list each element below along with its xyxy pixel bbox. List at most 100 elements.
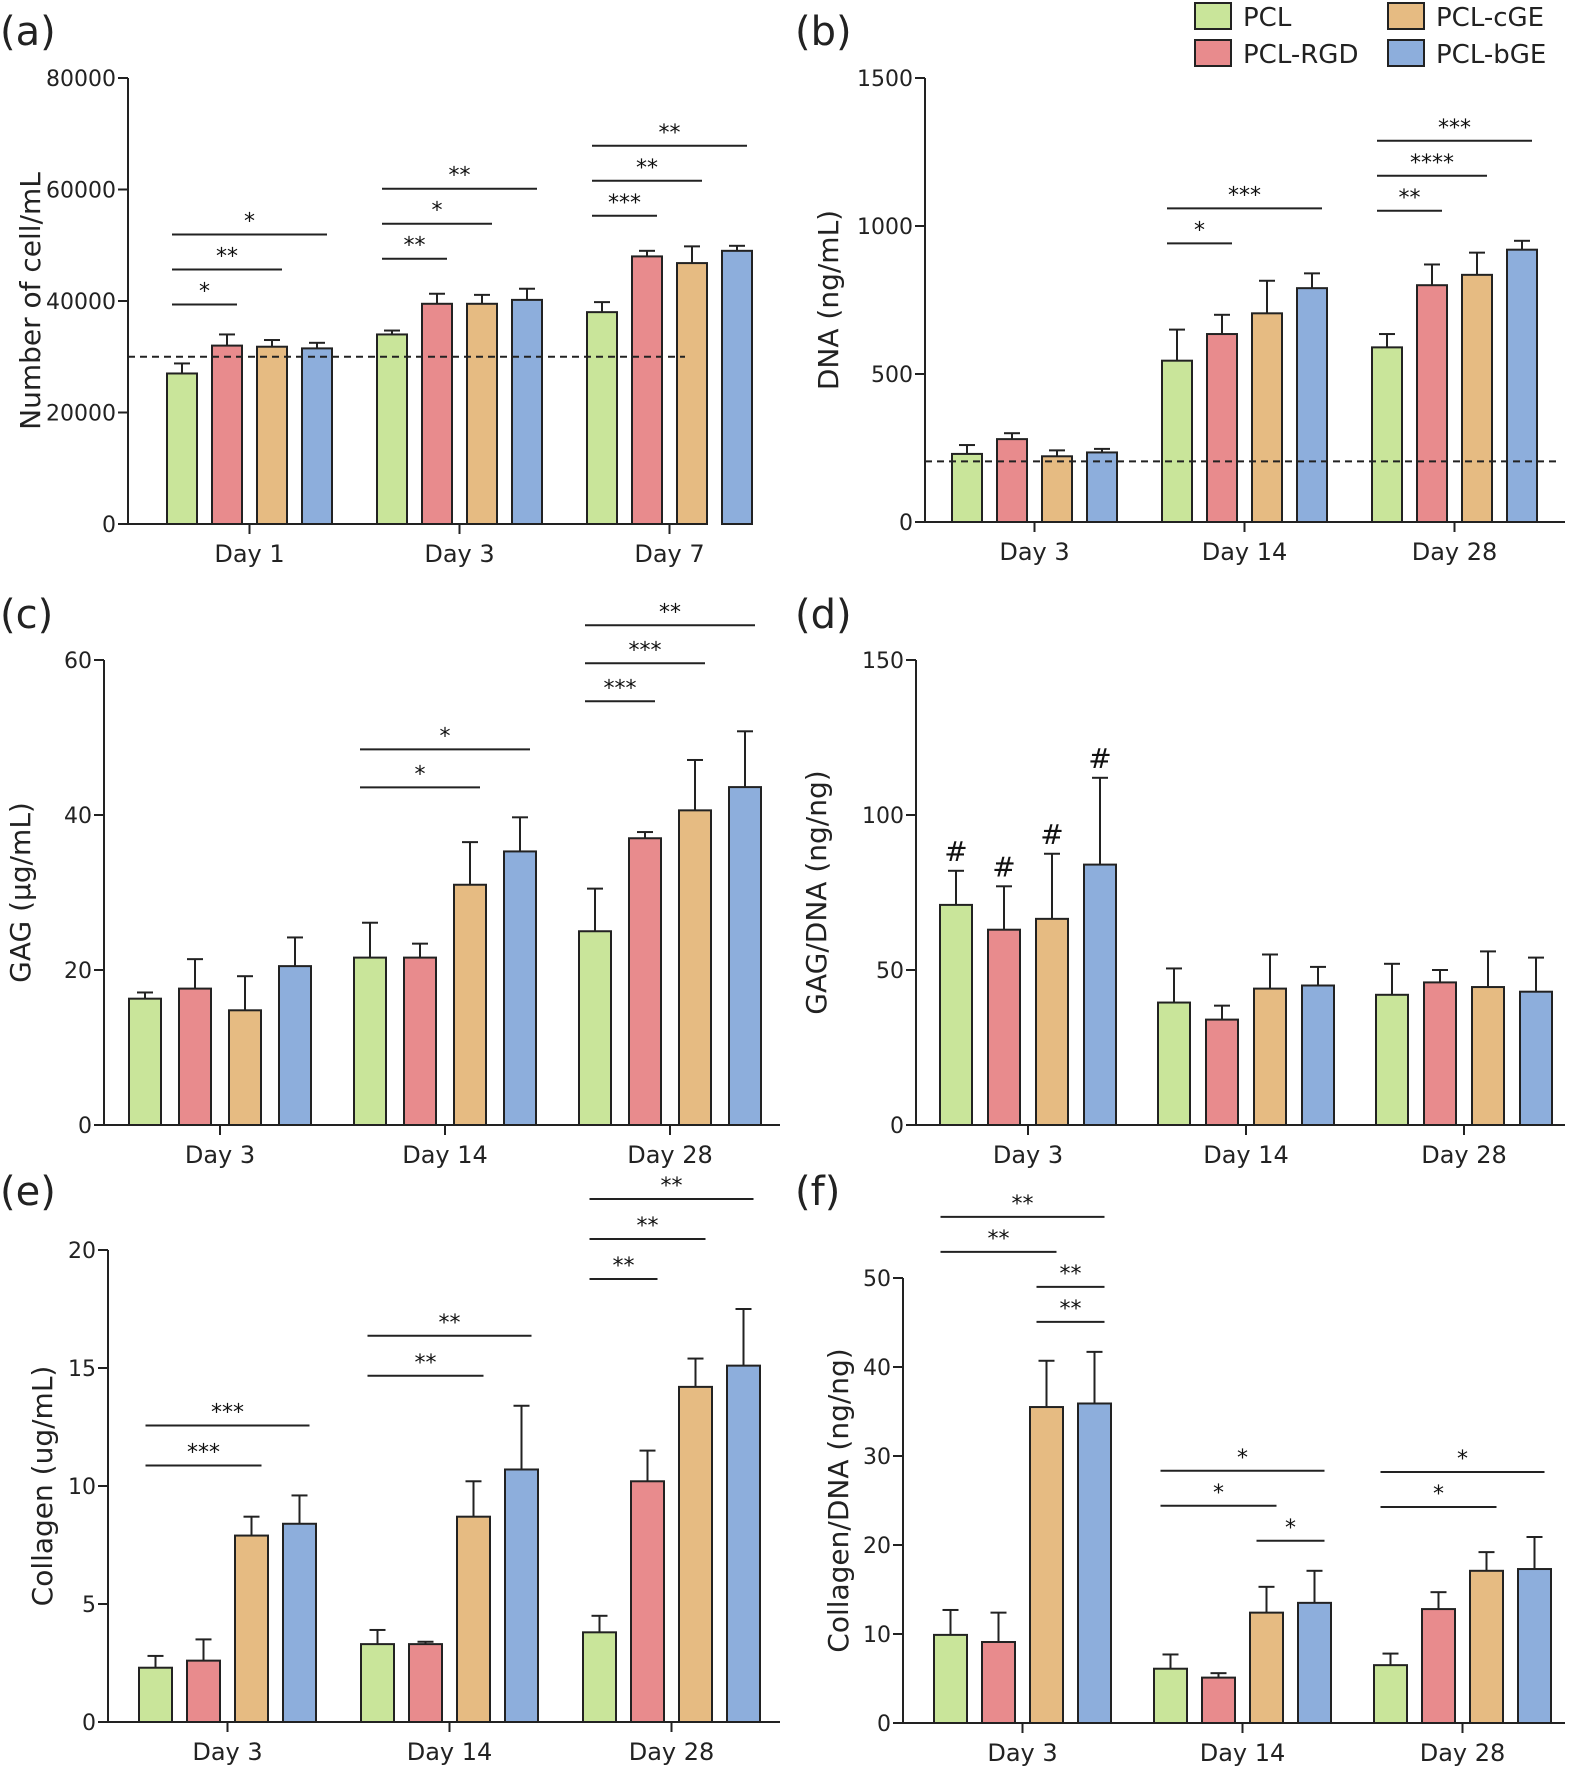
significance-label: **: [449, 164, 471, 189]
legend-swatch-pcl-rgd: [1194, 39, 1232, 67]
bar-pcl-day-3: [128, 997, 162, 1126]
significance-label: **: [659, 121, 681, 146]
legend-label: PCL-bGE: [1436, 40, 1546, 70]
bar-pcl-day-3: [138, 1666, 173, 1723]
y-tick-label: 500: [871, 363, 913, 388]
bar-pcl-bge-day-28: [1506, 248, 1538, 523]
y-tick-label: 100: [862, 804, 904, 829]
bar-pcl-day-3: [376, 333, 408, 526]
chart-panel-d: (d) 0 50 100 150 GAG/DNA (ng/ng) Day 3 Day 14 Da…: [795, 592, 1565, 1169]
bar-pcl-bge-day-28: [1517, 1568, 1552, 1725]
bar-pcl-cge-day-3: [228, 1009, 262, 1126]
x-tick-label: Day 14: [402, 1141, 488, 1169]
bar-pcl-day-14: [353, 956, 387, 1126]
bar-pcl-rgd-day-3: [421, 302, 453, 525]
panel-label: (a): [0, 9, 56, 55]
x-tick-label: Day 14: [1202, 538, 1288, 566]
significance-label: **: [404, 234, 426, 259]
bar-pcl-rgd-day-3: [996, 438, 1028, 523]
bar-pcl-bge-day-3: [1077, 1402, 1112, 1724]
y-tick-label: 30: [863, 1445, 891, 1470]
significance-label: *: [1433, 1482, 1444, 1507]
y-axis-title: GAG (µg/mL): [4, 802, 37, 983]
y-tick-label: 50: [863, 1267, 891, 1292]
bar-pcl-cge-day-28: [1471, 986, 1505, 1126]
legend-label: PCL-RGD: [1243, 40, 1358, 70]
panel-label: (d): [795, 592, 852, 638]
y-tick-label: 50: [876, 959, 904, 984]
significance-label: **: [659, 600, 681, 625]
y-tick-label: 60000: [46, 179, 116, 204]
bar-pcl-rgd-day-7: [631, 255, 663, 525]
significance-label: ***: [211, 1400, 244, 1425]
x-tick-label: Day 28: [1421, 1141, 1507, 1169]
y-axis-title: Collagen (ug/mL): [26, 1366, 59, 1607]
annotation-hash: #: [944, 835, 967, 868]
bar-pcl-bge-day-14: [503, 850, 537, 1126]
y-tick-label: 40000: [46, 290, 116, 315]
y-tick-label: 20: [68, 1239, 96, 1264]
bar-pcl-rgd-day-28: [1416, 284, 1448, 524]
x-tick-label: Day 14: [1200, 1739, 1286, 1767]
bar-pcl-rgd-day-14: [408, 1643, 443, 1723]
significance-label: ***: [604, 676, 637, 701]
bar-pcl-bge-day-14: [1297, 1601, 1332, 1724]
significance-label: **: [661, 1174, 683, 1199]
significance-label: **: [216, 244, 238, 269]
bar-pcl-cge-day-1: [256, 345, 288, 525]
x-tick-label: Day 28: [1412, 538, 1498, 566]
significance-label: *: [1194, 218, 1205, 243]
bar-pcl-rgd-day-14: [1201, 1676, 1236, 1724]
significance-label: ***: [629, 638, 662, 663]
x-tick-label: Day 28: [627, 1141, 713, 1169]
chart-panel-e: (e) 0 5 10 15 20 Collagen (ug/mL) Day 3 Day 14 Da…: [0, 1169, 780, 1766]
significance-label: ***: [608, 191, 641, 216]
y-tick-label: 15: [68, 1357, 96, 1382]
y-axis-title: Collagen/DNA (ng/ng): [822, 1348, 855, 1652]
significance-label: ***: [1438, 116, 1471, 141]
y-axis-title: GAG/DNA (ng/ng): [800, 770, 833, 1014]
bar-pcl-bge-day-1: [301, 347, 333, 526]
bar-pcl-cge-day-3: [234, 1534, 269, 1724]
chart-panel-b: (b) 0 500 1000 1500 DNA (ng/mL) Day 3 Day 14 Day…: [795, 9, 1565, 566]
bar-pcl-day-14: [1153, 1667, 1188, 1724]
annotation-hash: #: [1040, 818, 1063, 851]
x-tick-label: Day 3: [993, 1141, 1063, 1169]
bar-pcl-rgd-day-1: [211, 344, 243, 525]
bar-pcl-rgd-day-14: [403, 956, 437, 1126]
significance-label: **: [988, 1227, 1010, 1252]
bar-pcl-bge-day-7: [721, 249, 753, 525]
significance-label: *: [432, 199, 443, 224]
y-tick-label: 20000: [46, 402, 116, 427]
bar-pcl-cge-day-14: [1249, 1611, 1284, 1725]
significance-label: **: [415, 1351, 437, 1376]
x-tick-label: Day 14: [407, 1738, 493, 1766]
legend-swatch-pcl: [1194, 2, 1232, 30]
bar-pcl-rgd-day-28: [628, 837, 662, 1126]
y-tick-label: 5: [82, 1593, 96, 1618]
x-tick-label: Day 28: [629, 1738, 715, 1766]
bar-pcl-cge-day-3: [1041, 455, 1073, 523]
bar-pcl-cge-day-3: [1029, 1406, 1064, 1725]
bar-pcl-day-3: [933, 1633, 968, 1725]
bar-pcl-rgd-day-28: [630, 1480, 665, 1724]
x-tick-label: Day 7: [634, 540, 704, 568]
legend-swatch-pcl-bge: [1387, 39, 1425, 67]
bar-pcl-day-3: [951, 452, 983, 524]
significance-label: **: [613, 1254, 635, 1279]
bar-pcl-rgd-day-3: [186, 1659, 221, 1724]
y-tick-label: 10: [863, 1623, 891, 1648]
significance-label: ****: [1410, 151, 1454, 176]
x-tick-label: Day 1: [214, 540, 284, 568]
bar-pcl-day-7: [586, 311, 618, 525]
bar-pcl-bge-day-28: [726, 1364, 761, 1723]
chart-panel-a: (a) 0 20000 40000 60000 80000 Number of cell/m…: [0, 9, 753, 568]
legend-swatch-pcl-cge: [1387, 2, 1425, 30]
significance-label: *: [199, 279, 210, 304]
significance-label: *: [1237, 1446, 1248, 1471]
significance-label: **: [636, 156, 658, 181]
y-tick-label: 40: [64, 804, 92, 829]
legend-label: PCL: [1243, 3, 1292, 33]
bar-pcl-cge-day-14: [453, 883, 487, 1126]
